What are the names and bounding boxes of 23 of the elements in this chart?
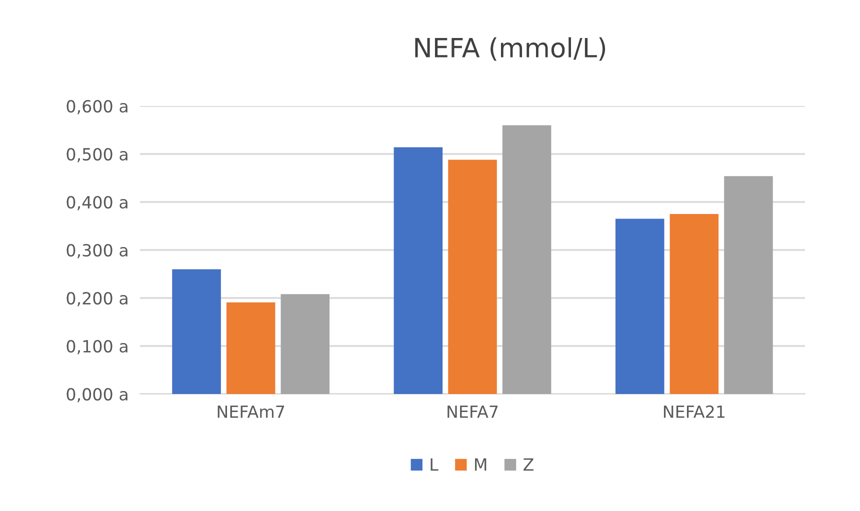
bar: [615, 218, 664, 394]
bar: [226, 302, 276, 394]
y-tick-label: 0,100 a: [66, 340, 128, 354]
x-tick-label: NEFAm7: [218, 406, 284, 418]
bar: [172, 269, 221, 394]
x-tick-label: NEFA7: [448, 406, 498, 418]
bar: [670, 214, 719, 394]
legend-label: M: [475, 458, 486, 471]
legend-label: L: [430, 458, 438, 471]
legend-label: Z: [524, 458, 534, 471]
y-tick-label: 0,000 a: [66, 388, 128, 402]
bar: [280, 294, 330, 394]
y-tick-label: 0,300 a: [66, 244, 128, 258]
chart-title: NEFA (mmol/L): [415, 37, 606, 61]
y-tick-label: 0,400 a: [66, 196, 128, 210]
bar: [448, 160, 497, 394]
y-tick-label: 0,500 a: [66, 148, 128, 162]
bar: [394, 147, 443, 394]
bar: [724, 176, 773, 394]
y-tick-label: 0,200 a: [66, 292, 128, 306]
y-tick-label: 0,600 a: [66, 100, 128, 114]
x-tick-label: NEFA21: [664, 405, 724, 418]
bar: [502, 125, 552, 394]
